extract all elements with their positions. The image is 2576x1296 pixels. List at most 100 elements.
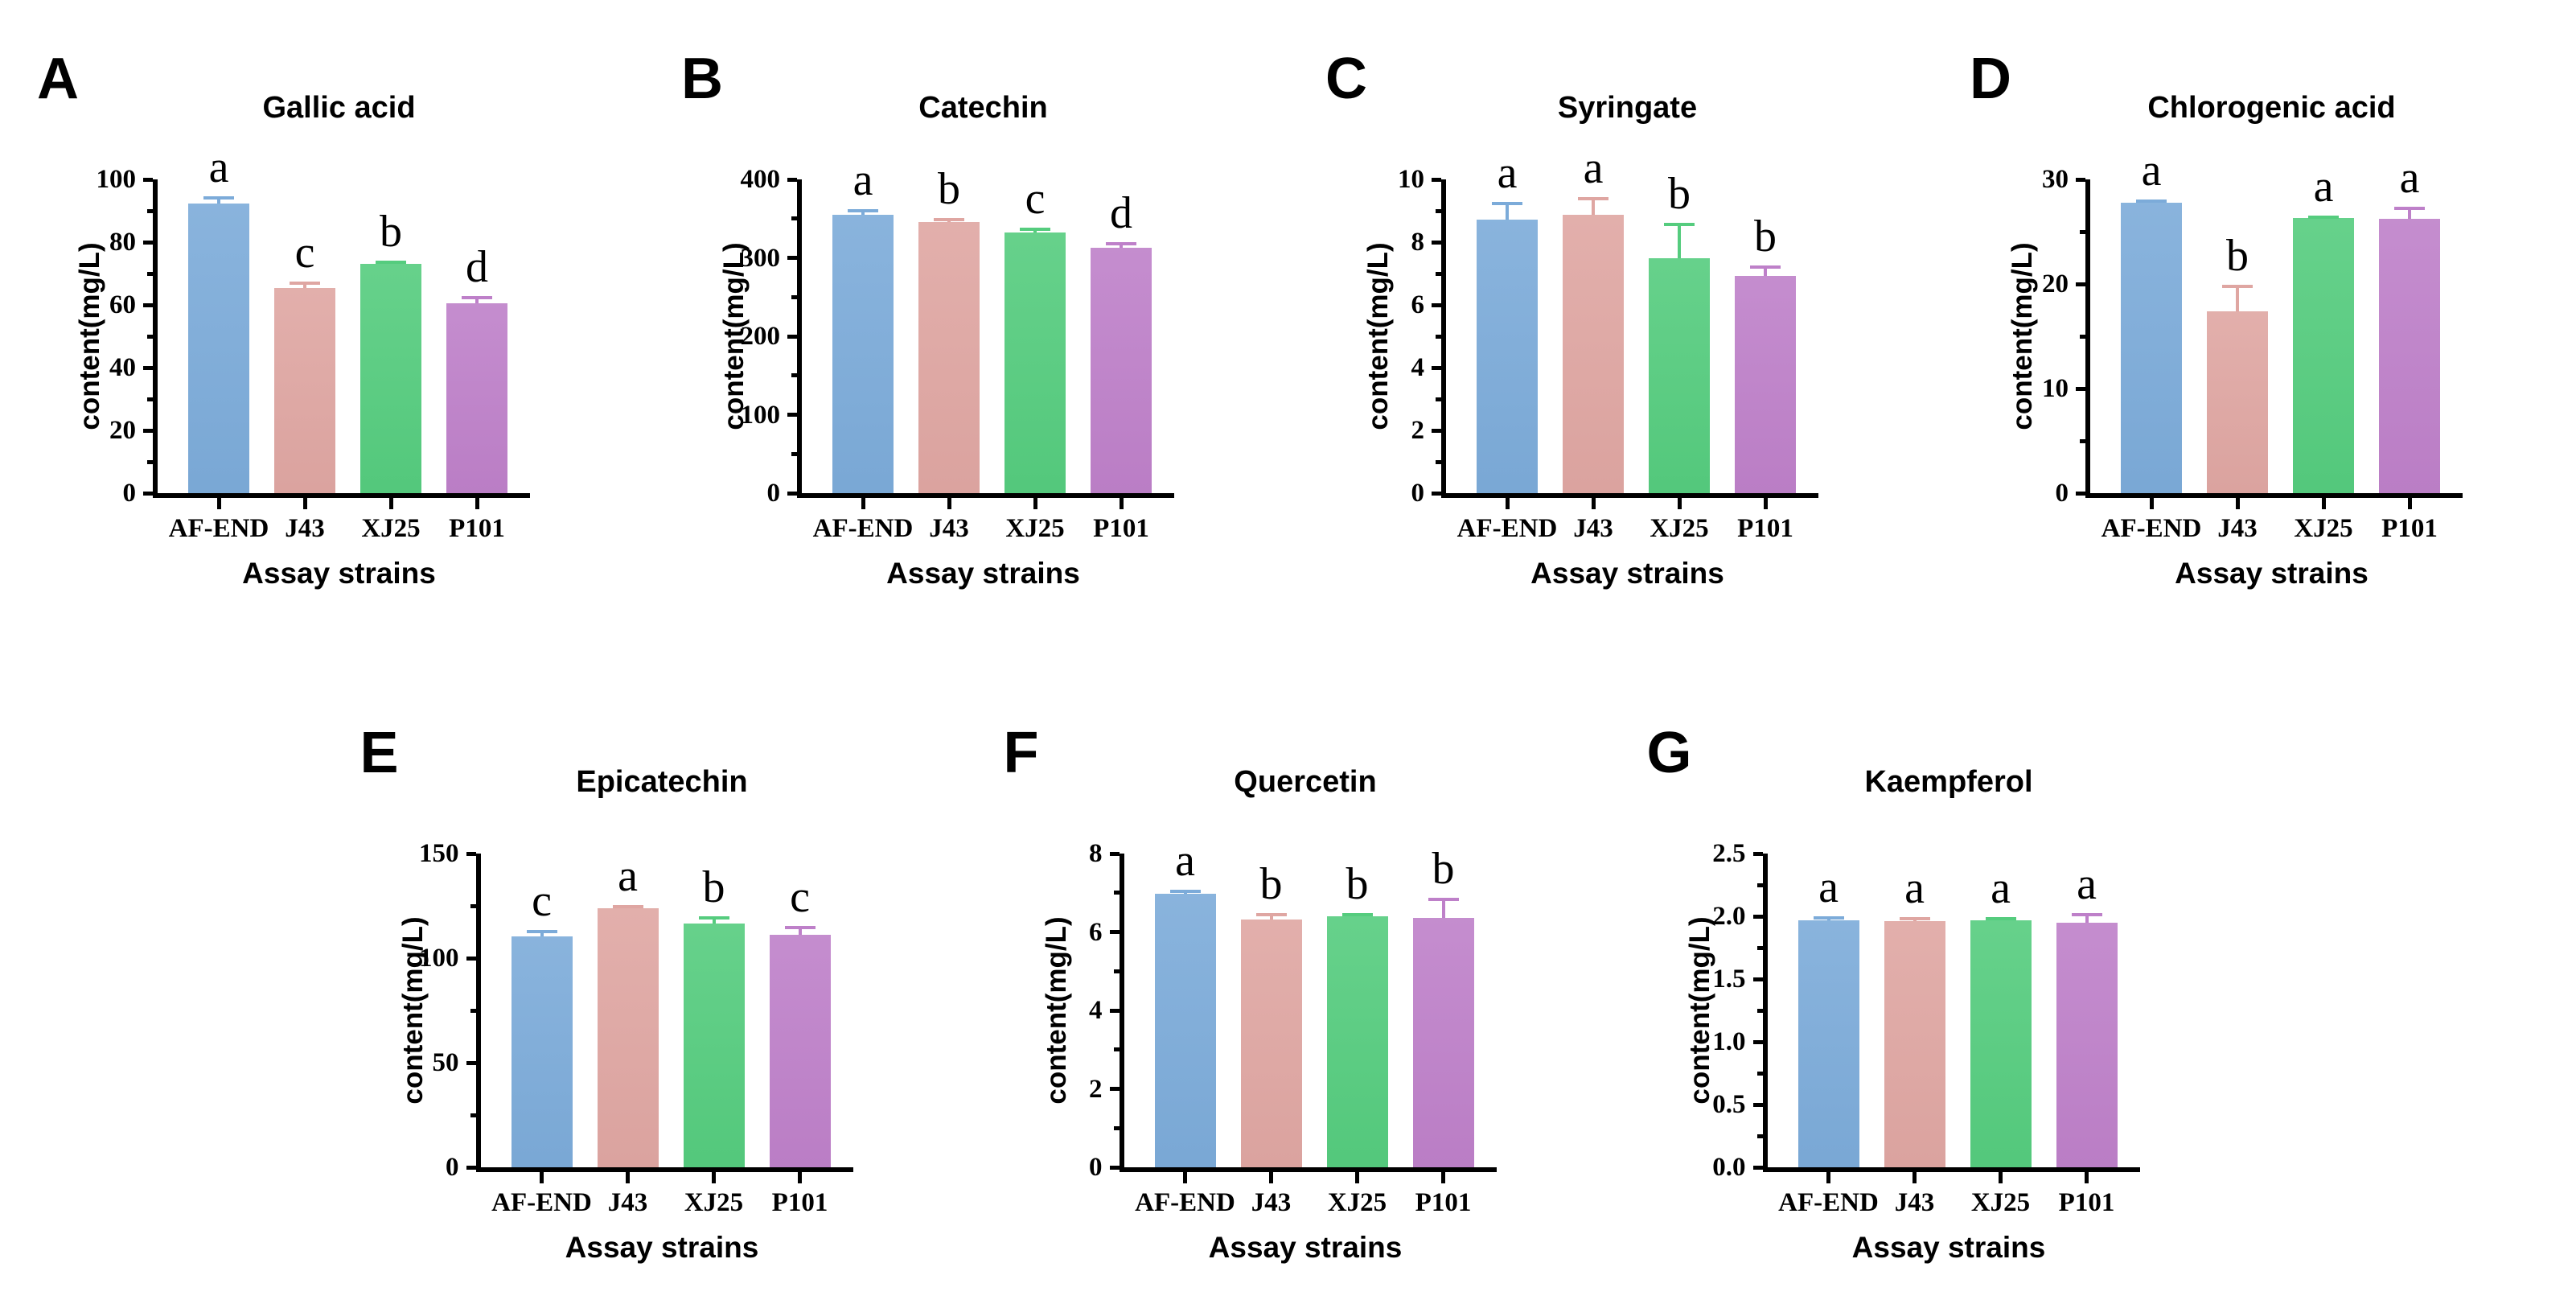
error-bar-cap [2308, 215, 2339, 219]
y-axis-tick-label: 50 [432, 1048, 459, 1077]
significance-letter: a [1991, 862, 2011, 913]
x-axis-category-label: AF-END [1135, 1188, 1235, 1217]
x-axis-category-label: XJ25 [1650, 514, 1709, 543]
y-axis-tick-label: 0 [446, 1153, 459, 1182]
error-bar-stem [1506, 204, 1509, 220]
y-axis-label: content(mg/L) [1362, 242, 1394, 430]
x-axis-label: Assay strains [1208, 1231, 1403, 1264]
y-axis-major-tick [787, 256, 797, 260]
y-axis-tick-label: 10 [2042, 374, 2069, 403]
x-axis-tick [1677, 493, 1682, 509]
x-axis-tick [861, 493, 865, 509]
chart-title: Syringate [1557, 91, 1698, 125]
y-axis-major-tick [466, 851, 476, 856]
y-axis-minor-tick [1436, 459, 1441, 464]
y-axis-minor-tick [147, 334, 153, 339]
bar-p101 [2056, 922, 2118, 1167]
x-axis-category-label: AF-END [1778, 1188, 1879, 1217]
x-axis-category-label: P101 [2381, 514, 2438, 543]
x-axis-tick [1912, 1167, 1917, 1183]
significance-letter: b [1346, 858, 1369, 909]
y-axis-tick-label: 2.0 [1712, 902, 1746, 931]
x-axis-category-label: J43 [1573, 514, 1613, 543]
significance-letter: c [532, 876, 552, 927]
x-axis-tick [1591, 493, 1596, 509]
plot-area: 0.0 0.5 1.0 1.5 2.0 2.5 a AF-END a J43 a XJ25 a P101 [1712, 839, 2140, 1217]
x-axis-label: Assay strains [1851, 1231, 2046, 1264]
y-axis-tick-label: 0 [2055, 479, 2069, 508]
y-axis-minor-tick [1113, 891, 1120, 895]
bar-p101 [1412, 917, 1474, 1167]
y-axis-tick-label: 300 [740, 243, 781, 273]
x-axis-tick [626, 1167, 630, 1183]
significance-letter: a [1818, 862, 1839, 912]
bar-xj25 [1326, 916, 1388, 1167]
bar-p101 [1735, 275, 1796, 493]
bar-xj25 [1005, 232, 1066, 493]
y-axis-tick-label: 8 [1411, 228, 1425, 257]
error-bar-cap [376, 260, 406, 264]
bar-j43 [2207, 311, 2268, 493]
y-axis-tick-label: 0 [1089, 1153, 1103, 1182]
bar-j43 [1884, 921, 1945, 1167]
x-axis-category-label: J43 [929, 514, 969, 543]
x-axis-category-label: P101 [2058, 1188, 2115, 1217]
y-axis-label: content(mg/L) [1683, 916, 1715, 1105]
panel-a: A Gallic acid content(mg/L) 0 20 40 60 80 100 a AF… [0, 23, 643, 618]
error-bar-stem [540, 932, 544, 937]
x-axis-tick [388, 493, 393, 509]
y-axis-major-tick [466, 1060, 476, 1065]
error-bar-cap [1169, 889, 1201, 893]
x-axis-tick [1033, 493, 1037, 509]
y-axis-minor-tick [470, 903, 476, 908]
y-axis-minor-tick [2080, 334, 2085, 339]
significance-letter: b [2226, 231, 2249, 282]
error-bar-stem [1678, 224, 1681, 259]
y-axis-label: content(mg/L) [74, 242, 105, 430]
significance-letter: b [938, 164, 960, 215]
error-bar-cap [934, 218, 964, 222]
panel-letter: A [37, 47, 79, 111]
y-axis-minor-tick [147, 397, 153, 401]
y-axis-minor-tick [1113, 1125, 1120, 1130]
panel-letter: B [681, 47, 723, 111]
error-bar-cap [1341, 912, 1373, 916]
x-axis-label: Assay strains [1530, 557, 1724, 590]
bar-af-end [188, 204, 249, 493]
significance-letter: b [1668, 169, 1691, 220]
y-axis-major-tick [787, 334, 797, 339]
bar-xj25 [2293, 218, 2354, 493]
error-bar-cap [2136, 199, 2167, 203]
y-axis-minor-tick [2080, 229, 2085, 234]
x-axis-label: Assay strains [2175, 557, 2369, 590]
y-axis-tick-label: 40 [109, 353, 136, 382]
y-axis-minor-tick [147, 208, 153, 213]
bar-af-end [832, 215, 894, 493]
y-axis-major-tick [466, 1165, 476, 1170]
y-axis-tick-label: 20 [109, 416, 136, 445]
error-bar-cap [526, 930, 557, 934]
y-axis-tick-label: 2.5 [1712, 839, 1746, 868]
y-axis-minor-tick [1436, 334, 1441, 339]
significance-letter: a [853, 155, 873, 205]
error-bar-cap [1664, 223, 1695, 227]
error-bar-cap [784, 926, 816, 930]
y-axis-tick-label: 2 [1089, 1074, 1103, 1104]
error-bar-stem [2085, 915, 2089, 923]
y-axis-tick-label: 8 [1089, 839, 1103, 868]
chart-title: Kaempferol [1864, 765, 2033, 799]
error-bar-cap [1899, 917, 1930, 921]
error-bar-stem [2408, 208, 2411, 220]
bar-p101 [2379, 219, 2440, 493]
x-axis-tick [1269, 1167, 1273, 1183]
bar-p101 [446, 303, 507, 493]
x-axis-category-label: XJ25 [1005, 514, 1065, 543]
x-axis-category-label: J43 [2217, 514, 2258, 543]
y-axis-tick-label: 200 [740, 322, 781, 351]
significance-letter: a [208, 142, 229, 193]
panel-d: D Chlorogenic acid content(mg/L) 0 10 20 30 a AF… [1933, 23, 2576, 618]
bar-af-end [511, 936, 573, 1167]
y-axis-tick-label: 80 [109, 228, 136, 257]
x-axis-category-label: P101 [449, 514, 505, 543]
error-bar-stem [475, 298, 479, 304]
